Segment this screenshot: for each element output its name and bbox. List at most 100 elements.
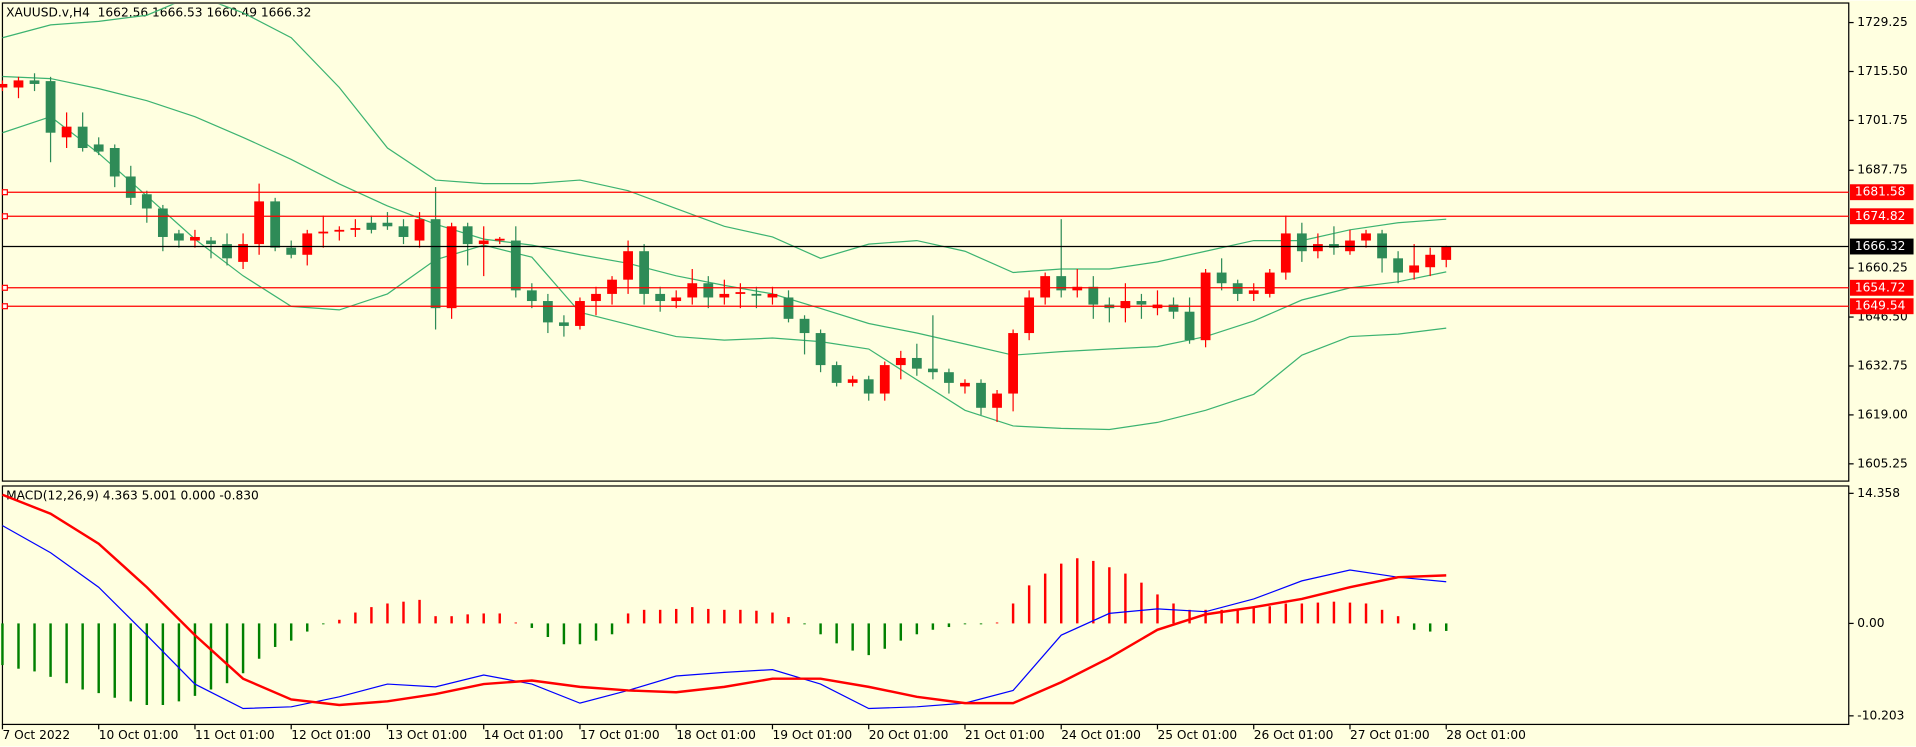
candle-body (462, 226, 473, 245)
candle-body (318, 231, 329, 234)
candle-body (222, 244, 232, 259)
candle-body (831, 365, 842, 383)
candle-body (270, 201, 281, 248)
x-tick-label: 25 Oct 01:00 (1157, 728, 1237, 742)
candle-body (671, 297, 682, 302)
candle-body (494, 238, 505, 241)
y-tick-label: -10.203 (1857, 708, 1904, 722)
candle-body (911, 357, 922, 369)
band-line (2, 4, 1447, 274)
candle-body (751, 293, 762, 296)
candle-body (735, 292, 746, 294)
y-tick-label: 1729.25 (1857, 15, 1908, 29)
candle-body (976, 382, 986, 408)
price-panel (1, 2, 1850, 482)
candle-body (366, 222, 377, 230)
candle-body (895, 357, 906, 366)
candle-body (1264, 272, 1275, 294)
macd-panel (1, 485, 1850, 726)
y-tick-label: 1687.75 (1857, 163, 1908, 177)
candle-body (607, 279, 617, 294)
macd-line (1, 493, 1447, 707)
y-tick-label: 1715.50 (1857, 64, 1908, 78)
candle-body (254, 201, 265, 245)
y-tick-label: 0.00 (1857, 616, 1884, 630)
candle-body (1248, 290, 1259, 294)
candle-body (334, 229, 345, 232)
y-tick-label: 1701.75 (1857, 113, 1908, 127)
candle-body (703, 283, 714, 298)
candle-body (863, 379, 874, 394)
candle-body (1072, 286, 1083, 291)
candle-body (350, 228, 361, 230)
candle-body (1393, 258, 1403, 273)
candle-body (125, 176, 136, 198)
candle-body (13, 80, 24, 88)
candle-body (1280, 233, 1291, 273)
candle-body (1377, 233, 1387, 259)
candle-body (174, 233, 184, 241)
x-tick-label: 12 Oct 01:00 (291, 728, 371, 742)
x-tick-label: 27 Oct 01:00 (1350, 728, 1430, 742)
x-tick-label: 24 Oct 01:00 (1061, 728, 1141, 742)
candle-body (398, 226, 409, 237)
level-label: 1666.32 (1855, 239, 1906, 253)
candle-body (206, 240, 216, 245)
candle-body (77, 126, 88, 149)
candle-body (29, 80, 40, 84)
candle-body (575, 301, 585, 326)
candle-body (1313, 244, 1323, 252)
candle-body (93, 144, 104, 152)
candle-body (1120, 301, 1131, 309)
candle-body (1056, 276, 1067, 291)
candle-body (1184, 311, 1195, 341)
x-tick-label: 18 Oct 01:00 (676, 728, 756, 742)
candle-body (1136, 301, 1147, 305)
level-label-box (1849, 238, 1914, 255)
candle-body (302, 233, 313, 255)
chart-title: XAUUSD.v,H4 1662.56 1666.53 1660.49 1666… (6, 5, 311, 19)
candle-body (591, 293, 601, 302)
level-label-box (1849, 184, 1914, 201)
candle-body (719, 293, 730, 298)
candle-body (1216, 272, 1227, 284)
candle-body (1296, 233, 1307, 252)
candle-body (478, 240, 489, 245)
candle-body (382, 222, 393, 227)
level-label: 1681.58 (1855, 185, 1906, 199)
candle-body (61, 126, 72, 138)
candle-body (1329, 244, 1339, 248)
candle-body (879, 365, 890, 394)
candle-body (623, 251, 633, 280)
candle-body (927, 368, 938, 373)
candle-body (0, 83, 8, 88)
band-line (2, 116, 1447, 431)
level-label: 1654.72 (1855, 280, 1906, 294)
candle-body (639, 251, 650, 294)
candle-body (1425, 254, 1436, 268)
candle-body (1168, 304, 1179, 312)
candle-body (414, 219, 425, 241)
candle-body (1345, 240, 1355, 252)
candle-body (1409, 265, 1420, 273)
x-tick-label: 13 Oct 01:00 (387, 728, 467, 742)
candle-body (960, 382, 970, 387)
level-label-box (1849, 208, 1914, 225)
candle-body (799, 318, 810, 334)
candle-body (286, 247, 297, 255)
candle-body (1232, 283, 1243, 294)
y-tick-label: 1619.00 (1857, 407, 1908, 421)
y-tick-label: 1660.25 (1857, 261, 1908, 275)
macd-line (2, 525, 1447, 710)
candle-body (767, 293, 778, 298)
candle-body (815, 333, 826, 366)
x-tick-label: 10 Oct 01:00 (99, 728, 179, 742)
level-label: 1649.54 (1855, 299, 1906, 313)
candle-body (526, 290, 537, 302)
candle-body (1024, 297, 1035, 334)
candle-body (655, 293, 666, 302)
candle-body (190, 236, 200, 241)
candle-body (847, 379, 858, 383)
level-anchor (1, 189, 8, 196)
